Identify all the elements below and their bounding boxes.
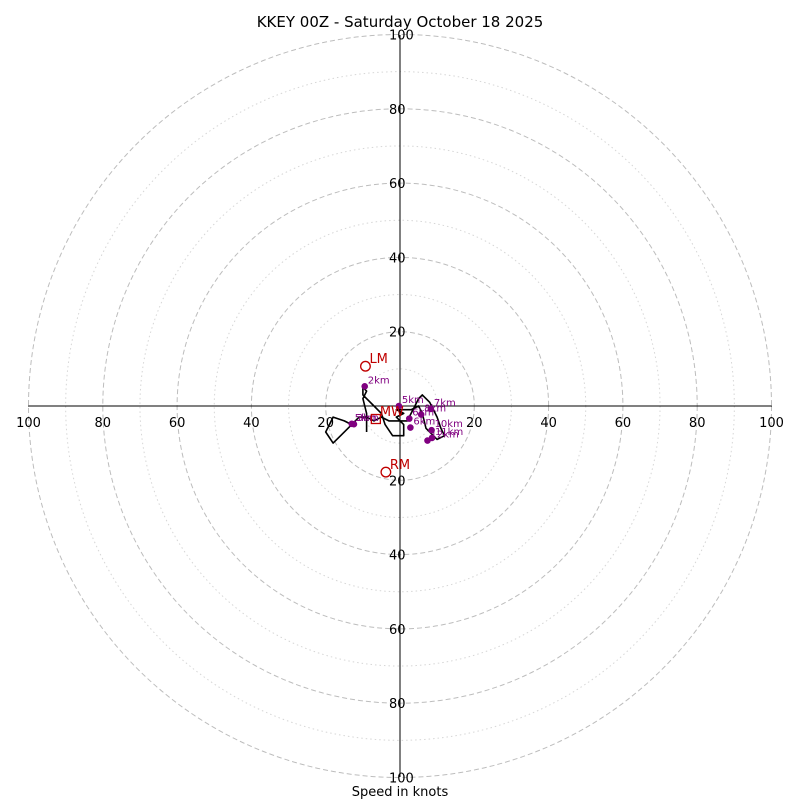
storm-motion-marker-1 — [380, 466, 392, 478]
height-label-0: 2km — [368, 375, 390, 386]
height-label-5: 7km — [434, 398, 456, 409]
x-axis-label: Speed in knots — [352, 785, 449, 800]
tick-label-left-40: 40 — [243, 416, 260, 431]
height-marker-0 — [361, 383, 369, 390]
height-label-6: 10km — [435, 419, 463, 430]
storm-motion-label-0: LM — [369, 352, 387, 367]
height-marker-2 — [407, 424, 414, 431]
tick-label-up-60: 60 — [389, 177, 406, 192]
hodograph-trace — [324, 386, 446, 444]
storm-motions: LM RM MW — [360, 352, 410, 478]
height-marker-5 — [427, 405, 435, 413]
height-label-8: 12km — [430, 430, 458, 441]
tick-label-right-80: 80 — [689, 416, 706, 431]
height-marker-6 — [428, 426, 435, 434]
tick-label-up-20: 20 — [389, 326, 406, 341]
storm-motion-label-1: RM — [390, 458, 410, 473]
height-marker-4 — [417, 411, 425, 418]
storm-motion-label-2: MW — [380, 405, 404, 420]
storm-motion-marker-0 — [360, 360, 371, 372]
tick-label-left-100: 100 — [16, 416, 41, 431]
tick-label-down-40: 40 — [389, 549, 406, 564]
tick-label-right-40: 40 — [540, 416, 557, 431]
tick-label-left-80: 80 — [95, 416, 112, 431]
tick-labels: 20 20 20 20 40 40 40 40 60 60 60 60 80 80 80 80 100 100 10… — [16, 29, 784, 787]
tick-label-up-40: 40 — [389, 251, 406, 266]
tick-label-down-80: 80 — [389, 697, 406, 712]
height-label-9: 5km — [355, 413, 377, 424]
height-label-4: 8km — [424, 404, 446, 415]
height-markers: 2km5km6km6km8km7km10km11km12km5km3km — [348, 375, 463, 444]
hodograph-trace-group — [324, 386, 446, 444]
height-marker-8 — [424, 437, 431, 444]
tick-label-right-60: 60 — [615, 416, 632, 431]
storm-motion-marker-2 — [370, 413, 382, 425]
height-marker-3 — [405, 415, 413, 422]
tick-label-up-80: 80 — [389, 103, 406, 118]
height-label-7: 11km — [435, 427, 463, 438]
height-marker-1 — [395, 402, 403, 410]
tick-label-down-20: 20 — [389, 474, 406, 489]
tick-label-down-100: 100 — [389, 772, 414, 787]
chart-title: KKEY 00Z - Saturday October 18 2025 — [257, 13, 544, 31]
tick-label-down-60: 60 — [389, 623, 406, 638]
height-label-10: 3km — [357, 413, 379, 424]
tick-label-right-20: 20 — [466, 416, 483, 431]
tick-label-right-100: 100 — [759, 416, 784, 431]
tick-label-left-20: 20 — [317, 416, 334, 431]
height-label-2: 6km — [413, 417, 435, 428]
height-marker-10 — [350, 420, 358, 428]
height-label-1: 5km — [402, 395, 424, 406]
tick-label-up-100: 100 — [389, 29, 414, 44]
tick-label-left-60: 60 — [169, 416, 186, 431]
